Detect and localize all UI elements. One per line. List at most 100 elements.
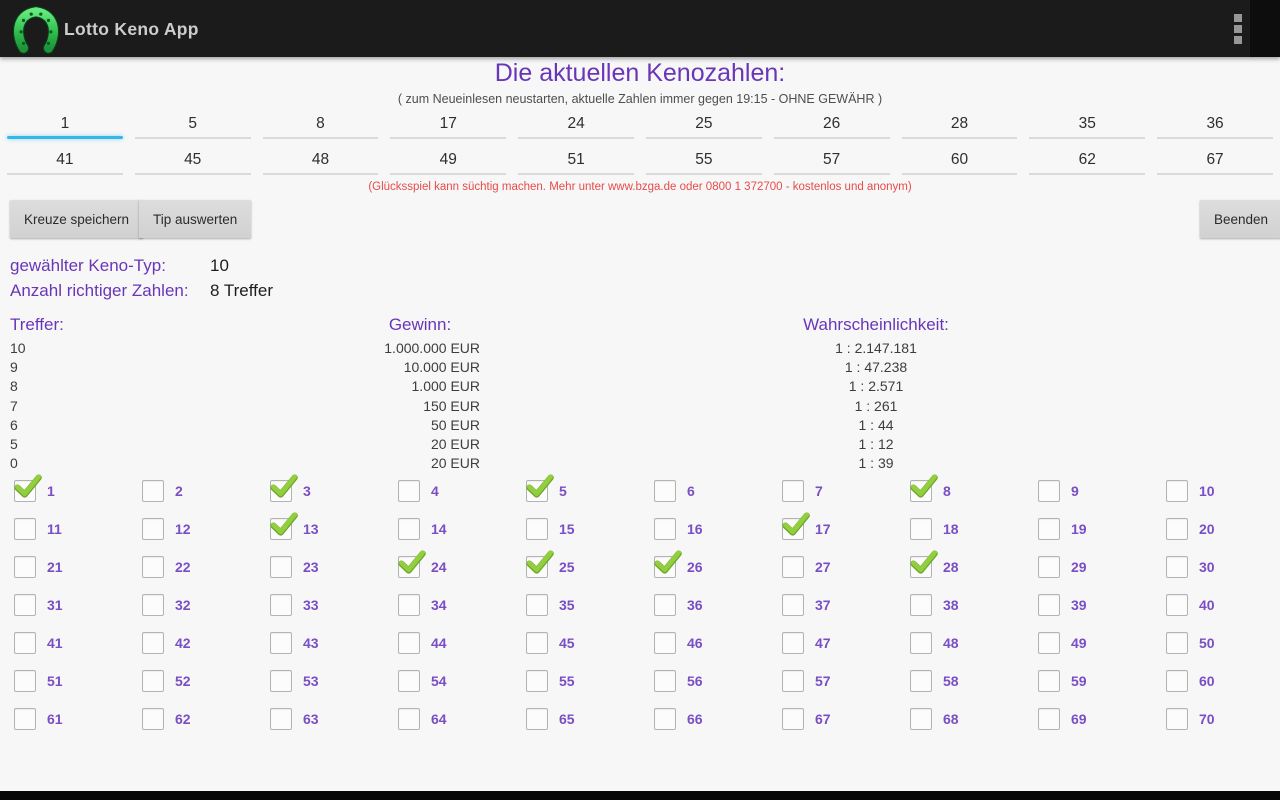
kenozahl-field[interactable]: 45 [133, 146, 253, 175]
overflow-menu-icon[interactable] [1234, 14, 1242, 44]
number-checkbox[interactable] [14, 556, 36, 578]
number-checkbox[interactable] [398, 670, 420, 692]
number-checkbox[interactable] [910, 632, 932, 654]
number-checkbox[interactable] [1166, 480, 1188, 502]
number-checkbox[interactable] [1038, 632, 1060, 654]
kenozahl-field[interactable]: 57 [772, 146, 892, 175]
number-checkbox[interactable] [1166, 670, 1188, 692]
kenozahl-field[interactable]: 67 [1155, 146, 1275, 175]
keno-number-cell: 36 [640, 586, 768, 624]
quit-button[interactable]: Beenden [1199, 200, 1280, 238]
number-checkbox[interactable] [270, 594, 292, 616]
kenozahl-field[interactable]: 35 [1027, 110, 1147, 139]
number-label: 20 [1199, 521, 1215, 537]
number-checkbox[interactable] [654, 594, 676, 616]
number-checkbox[interactable] [142, 594, 164, 616]
number-checkbox[interactable] [1038, 708, 1060, 730]
kenozahl-field[interactable]: 36 [1155, 110, 1275, 139]
number-checkbox[interactable] [14, 594, 36, 616]
kenozahl-field[interactable]: 17 [388, 110, 508, 139]
number-checkbox[interactable] [526, 670, 548, 692]
number-checkbox[interactable] [526, 632, 548, 654]
kenozahl-field[interactable]: 49 [388, 146, 508, 175]
number-checkbox[interactable] [270, 708, 292, 730]
number-checkbox[interactable] [398, 556, 420, 578]
kenozahl-field[interactable]: 62 [1027, 146, 1147, 175]
number-checkbox[interactable] [1166, 556, 1188, 578]
number-checkbox[interactable] [1038, 518, 1060, 540]
horseshoe-icon [12, 4, 60, 54]
kenozahl-field[interactable]: 5 [133, 110, 253, 139]
number-checkbox[interactable] [526, 594, 548, 616]
number-checkbox[interactable] [270, 480, 292, 502]
number-checkbox[interactable] [1166, 594, 1188, 616]
number-checkbox[interactable] [398, 518, 420, 540]
number-checkbox[interactable] [142, 480, 164, 502]
number-checkbox[interactable] [526, 708, 548, 730]
number-checkbox[interactable] [654, 632, 676, 654]
number-checkbox[interactable] [782, 518, 804, 540]
number-checkbox[interactable] [14, 632, 36, 654]
kenozahl-field[interactable]: 48 [261, 146, 381, 175]
number-checkbox[interactable] [1038, 670, 1060, 692]
kenozahl-field[interactable]: 8 [261, 110, 381, 139]
number-checkbox[interactable] [1038, 594, 1060, 616]
number-checkbox[interactable] [654, 518, 676, 540]
number-checkbox[interactable] [14, 670, 36, 692]
number-checkbox[interactable] [142, 632, 164, 654]
number-checkbox[interactable] [782, 708, 804, 730]
number-checkbox[interactable] [14, 480, 36, 502]
kenozahl-field[interactable]: 60 [900, 146, 1020, 175]
kenozahl-field[interactable]: 24 [516, 110, 636, 139]
number-checkbox[interactable] [782, 632, 804, 654]
number-checkbox[interactable] [14, 518, 36, 540]
number-label: 9 [1071, 483, 1079, 499]
number-checkbox[interactable] [142, 556, 164, 578]
number-checkbox[interactable] [526, 480, 548, 502]
kenozahl-field[interactable]: 41 [5, 146, 125, 175]
number-checkbox[interactable] [142, 670, 164, 692]
number-label: 3 [303, 483, 311, 499]
number-checkbox[interactable] [1038, 480, 1060, 502]
number-checkbox[interactable] [1166, 708, 1188, 730]
number-checkbox[interactable] [270, 632, 292, 654]
number-checkbox[interactable] [654, 556, 676, 578]
number-checkbox[interactable] [910, 670, 932, 692]
number-checkbox[interactable] [782, 556, 804, 578]
kenozahl-field[interactable]: 55 [644, 146, 764, 175]
kenozahl-field[interactable]: 1 [5, 110, 125, 139]
kenozahl-field[interactable]: 51 [516, 146, 636, 175]
save-crosses-button[interactable]: Kreuze speichern [10, 200, 144, 238]
number-checkbox[interactable] [910, 480, 932, 502]
number-checkbox[interactable] [910, 594, 932, 616]
number-checkbox[interactable] [526, 556, 548, 578]
number-checkbox[interactable] [270, 670, 292, 692]
kenozahl-field[interactable]: 26 [772, 110, 892, 139]
number-checkbox[interactable] [14, 708, 36, 730]
number-checkbox[interactable] [398, 480, 420, 502]
number-checkbox[interactable] [910, 518, 932, 540]
number-checkbox[interactable] [782, 480, 804, 502]
number-checkbox[interactable] [910, 556, 932, 578]
number-checkbox[interactable] [398, 708, 420, 730]
number-checkbox[interactable] [654, 480, 676, 502]
number-checkbox[interactable] [1166, 518, 1188, 540]
kenozahl-field[interactable]: 28 [900, 110, 1020, 139]
number-checkbox[interactable] [1038, 556, 1060, 578]
number-checkbox[interactable] [270, 518, 292, 540]
number-checkbox[interactable] [782, 594, 804, 616]
number-checkbox[interactable] [654, 708, 676, 730]
number-checkbox[interactable] [398, 594, 420, 616]
number-checkbox[interactable] [398, 632, 420, 654]
number-checkbox[interactable] [654, 670, 676, 692]
number-checkbox[interactable] [1166, 632, 1188, 654]
keno-number-cell: 21 [0, 548, 128, 586]
kenozahl-field[interactable]: 25 [644, 110, 764, 139]
number-checkbox[interactable] [142, 518, 164, 540]
number-checkbox[interactable] [782, 670, 804, 692]
evaluate-tip-button[interactable]: Tip auswerten [139, 200, 252, 238]
number-checkbox[interactable] [910, 708, 932, 730]
number-checkbox[interactable] [270, 556, 292, 578]
number-checkbox[interactable] [526, 518, 548, 540]
number-checkbox[interactable] [142, 708, 164, 730]
